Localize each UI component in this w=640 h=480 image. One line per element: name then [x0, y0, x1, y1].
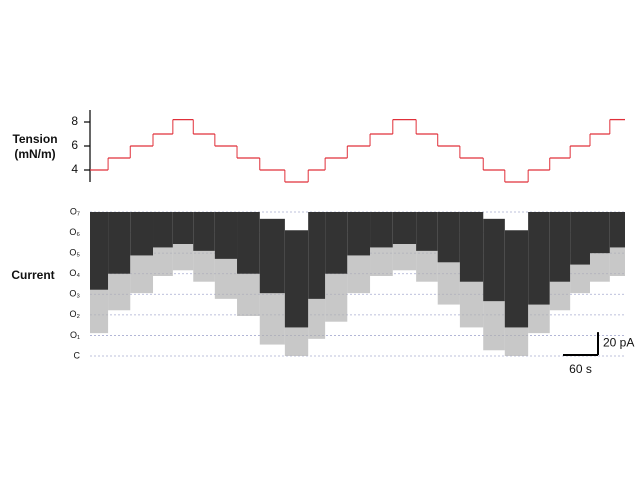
current-band — [589, 212, 610, 254]
y-axis-label: (mN/m) — [14, 147, 55, 161]
current-band — [108, 212, 131, 274]
current-band — [392, 212, 417, 244]
current-band — [90, 212, 109, 290]
current-band — [437, 212, 460, 263]
scale-bar-label: 20 pA — [603, 336, 634, 350]
current-band — [130, 212, 154, 256]
current-band — [153, 212, 173, 248]
current-band — [347, 212, 371, 256]
current-band — [528, 212, 550, 305]
y-tick-label: C — [74, 350, 81, 360]
current-band — [370, 212, 393, 248]
scale-bar-label: 60 s — [569, 362, 592, 376]
current-band — [570, 212, 590, 265]
current-band — [237, 212, 260, 274]
y-tick-label: O₆ — [69, 227, 80, 237]
y-axis-label: Current — [11, 268, 54, 282]
current-band — [504, 230, 529, 328]
current-band — [459, 212, 484, 282]
current-band — [172, 212, 194, 244]
y-tick-label: O₇ — [70, 206, 80, 216]
current-band — [416, 212, 438, 251]
current-band — [549, 212, 571, 282]
current-band — [325, 212, 348, 274]
y-tick-label: 8 — [71, 114, 78, 128]
current-band — [308, 212, 326, 299]
current-band — [214, 212, 238, 259]
current-band — [193, 212, 215, 251]
y-tick-label: O₄ — [69, 268, 80, 278]
y-tick-label: 6 — [71, 138, 78, 152]
current-band — [483, 218, 505, 302]
current-band — [284, 230, 309, 328]
y-axis-label: Tension — [12, 132, 57, 146]
current-band — [609, 212, 625, 248]
y-tick-label: O₅ — [69, 248, 80, 258]
y-tick-label: 4 — [71, 162, 78, 176]
y-tick-label: O₂ — [70, 309, 81, 319]
current-band — [259, 218, 285, 294]
y-tick-label: O₁ — [70, 330, 80, 340]
y-tick-label: O₃ — [69, 289, 80, 299]
